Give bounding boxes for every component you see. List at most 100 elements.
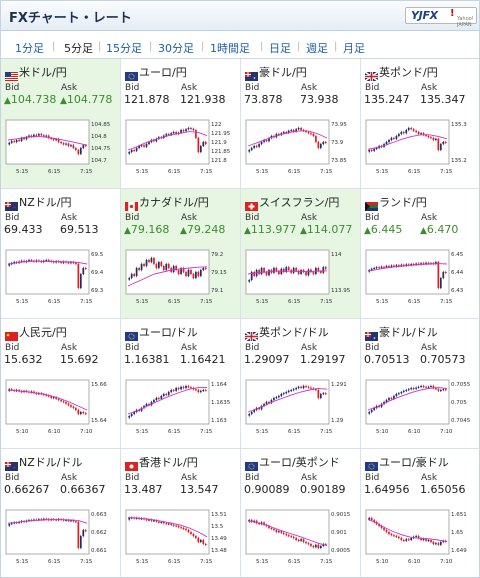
tab-30min[interactable]: 30分足: [158, 42, 194, 55]
chart-container[interactable]: 0.7055 0.705 0.7045 5:10 6:10 7:10: [364, 376, 477, 441]
price-chart[interactable]: 1.164 1.1635 1.163 5:15 6:15 7:15: [124, 376, 237, 437]
tab-separator: |: [149, 41, 153, 52]
currency-pair-card[interactable]: NZドル/ドル Bid Ask 0.66267 0.66367 0.663 0.662 0.6…: [1, 449, 121, 578]
price-chart[interactable]: 0.7055 0.705 0.7045 5:10 6:10 7:10: [364, 376, 477, 437]
currency-pair-card[interactable]: 香港ドル/円 Bid Ask 13.487 13.547 13.51 13.5 13.49 13…: [121, 449, 241, 578]
y-tick-label: 0.662: [91, 530, 107, 536]
candle-body: [162, 394, 165, 396]
currency-pair-card[interactable]: 英ポンド/ドル Bid Ask 1.29097 1.29197 1.291 1.29 5:15…: [241, 319, 361, 449]
y-tick-label: 13.49: [211, 536, 227, 542]
chart-container[interactable]: 79.2 79.15 79.1 5:15 6:15 7:15: [124, 246, 237, 311]
price-chart[interactable]: 6.45 6.44 6.43 5:15 6:15 7:15: [364, 246, 477, 307]
candle-body: [402, 132, 405, 134]
price-chart[interactable]: 69.5 69.4 69.3 5:15 6:15 7:15: [4, 246, 117, 307]
tab-1min[interactable]: 1分足: [15, 42, 44, 55]
chart-container[interactable]: 13.51 13.5 13.49 13.48 5:15 6:15 7:15: [124, 506, 237, 571]
chart-container[interactable]: 122 121.95 121.9 121.85 121.8 5:15 6:15 7:15: [124, 116, 237, 181]
candle-body: [128, 518, 131, 520]
chart-container[interactable]: 135.3 135.2 5:15 6:15 7:15: [364, 116, 477, 181]
chart-container[interactable]: 1.291 1.29 5:15 6:15 7:15: [244, 376, 357, 441]
price-chart[interactable]: 13.51 13.5 13.49 13.48 5:15 6:15 7:15: [124, 506, 237, 567]
currency-pair-card[interactable]: 豪ドル/ドル Bid Ask 0.70513 0.70573 0.7055 0.705 0.7…: [361, 319, 480, 449]
candle-body: [300, 128, 302, 130]
price-chart[interactable]: 79.2 79.15 79.1 5:15 6:15 7:15: [124, 246, 237, 307]
chart-container[interactable]: 1.164 1.1635 1.163 5:15 6:15 7:15: [124, 376, 237, 441]
tab-15min[interactable]: 15分足: [106, 42, 142, 55]
yjfx-logo[interactable]: YJFX ! Yahoo! JAPAN: [405, 7, 477, 28]
candle-body: [180, 527, 182, 529]
ask-price: 1.65056: [420, 483, 466, 496]
candle-body: [70, 262, 72, 264]
currency-pair-card[interactable]: ユーロ/豪ドル Bid Ask 1.64956 1.65056 1.651 1.65 1.64…: [361, 449, 480, 578]
candle-body: [378, 406, 380, 407]
price-chart[interactable]: 73.95 73.9 73.85 5:15 6:15 7:15: [244, 116, 357, 177]
y-tick-label: 104.8: [91, 134, 107, 140]
candle-body: [370, 518, 373, 520]
currency-pair-card[interactable]: ユーロ/ドル Bid Ask 1.16381 1.16421 1.164 1.1635 1.1…: [121, 319, 241, 449]
flag-icon: [125, 326, 138, 341]
currency-pair-card[interactable]: ユーロ/英ポンド Bid Ask 0.90089 0.90189 0.9015 0.901 0…: [241, 449, 361, 578]
tab-monthly[interactable]: 月足: [343, 42, 365, 55]
candle-body: [199, 390, 202, 392]
currency-pair-card[interactable]: スイスフラン/円 Bid Ask ▲113.977 ▲114.077 114 113.95 5…: [241, 189, 361, 319]
candle-body: [277, 396, 280, 398]
price-chart[interactable]: 0.663 0.662 0.661 5:15 6:15 7:15: [4, 506, 117, 567]
x-tick-label: 7:15: [200, 429, 213, 435]
price-chart[interactable]: 122 121.95 121.9 121.85 121.8 5:15 6:15 7:15: [124, 116, 237, 177]
currency-pair-card[interactable]: ランド/円 Bid Ask ▲6.445 ▲6.470 6.45 6.44 6.43 5:15 6…: [361, 189, 480, 319]
chart-container[interactable]: 0.663 0.662 0.661 5:15 6:15 7:15: [4, 506, 117, 571]
y-tick-label: 13.51: [211, 512, 227, 518]
price-chart[interactable]: 1.651 1.65 1.649 5:10 6:10 7:10: [364, 506, 477, 567]
currency-pair-card[interactable]: 米ドル/円 Bid Ask ▲104.738 ▲104.778 104.85 104.8 10…: [1, 59, 121, 189]
flag-icon: [5, 456, 18, 471]
candle-body: [444, 142, 447, 143]
candle-body: [430, 386, 432, 387]
candle-body: [253, 272, 256, 276]
x-tick-label: 5:15: [256, 429, 269, 435]
candle-body: [199, 146, 202, 152]
pair-name: スイスフラン/円: [259, 196, 340, 209]
candle-body: [65, 402, 67, 404]
tab-daily[interactable]: 日足: [269, 42, 291, 55]
currency-pair-card[interactable]: NZドル/円 Bid Ask 69.433 69.513 69.5 69.4 69.3 5:15…: [1, 189, 121, 319]
tab-1hour[interactable]: 1時間足: [210, 42, 250, 55]
currency-pair-card[interactable]: 人民元/円 Bid Ask 15.632 15.692 15.66 15.64 5:10 6:1…: [1, 319, 121, 449]
chart-container[interactable]: 114 113.95 5:15 6:15 7:15: [244, 246, 357, 311]
price-chart[interactable]: 135.3 135.2 5:15 6:15 7:15: [364, 116, 477, 177]
chart-container[interactable]: 73.95 73.9 73.85 5:15 6:15 7:15: [244, 116, 357, 181]
currency-pair-card[interactable]: カナダドル/円 Bid Ask ▲79.168 ▲79.248 79.2 79.15 79.1…: [121, 189, 241, 319]
candle-body: [42, 518, 45, 520]
tab-5min[interactable]: 5分足: [64, 42, 93, 55]
chart-container[interactable]: 69.5 69.4 69.3 5:15 6:15 7:15: [4, 246, 117, 311]
price-chart[interactable]: 114 113.95 5:15 6:15 7:15: [244, 246, 357, 307]
chart-container[interactable]: 6.45 6.44 6.43 5:15 6:15 7:15: [364, 246, 477, 311]
price-chart[interactable]: 0.9015 0.901 0.9005 5:15 6:15 7:15: [244, 506, 357, 567]
bid-value: 1.29097: [244, 353, 290, 366]
price-chart[interactable]: 15.66 15.64 5:10 6:10 7:10: [4, 376, 117, 437]
chart-container[interactable]: 15.66 15.64 5:10 6:10 7:10: [4, 376, 117, 441]
candle-body: [250, 272, 253, 280]
currency-pair-card[interactable]: 豪ドル/円 Bid Ask 73.878 73.938 73.95 73.9 73.85 5:1…: [241, 59, 361, 189]
chart-container[interactable]: 104.85 104.8 104.75 104.7 5:15 6:15 7:15: [4, 116, 117, 181]
chart-container[interactable]: 0.9015 0.901 0.9005 5:15 6:15 7:15: [244, 506, 357, 571]
candle-body: [402, 264, 405, 266]
ask-label: Ask: [181, 83, 198, 93]
price-chart[interactable]: 104.85 104.8 104.75 104.7 5:15 6:15 7:15: [4, 116, 117, 177]
candle-body: [427, 262, 430, 264]
candle-body: [373, 520, 376, 522]
candle-body: [307, 269, 310, 276]
ask-value: 73.938: [300, 93, 339, 106]
y-tick-label: 1.65: [451, 530, 464, 536]
price-chart[interactable]: 1.291 1.29 5:15 6:15 7:15: [244, 376, 357, 437]
candle-body: [70, 405, 72, 407]
flag-icon: [5, 66, 18, 81]
chart-container[interactable]: 1.651 1.65 1.649 5:10 6:10 7:10: [364, 506, 477, 571]
currency-pair-card[interactable]: ユーロ/円 Bid Ask 121.878 121.938 122 121.95 121.9 1…: [121, 59, 241, 189]
currency-pair-card[interactable]: 英ポンド/円 Bid Ask 135.247 135.347 135.3 135.2 5:15…: [361, 59, 480, 189]
candle-body: [35, 134, 38, 136]
ask-label: Ask: [421, 343, 438, 353]
candle-body: [277, 271, 280, 274]
candle-body: [165, 264, 168, 270]
candle-body: [155, 264, 158, 268]
tab-weekly[interactable]: 週足: [306, 42, 328, 55]
